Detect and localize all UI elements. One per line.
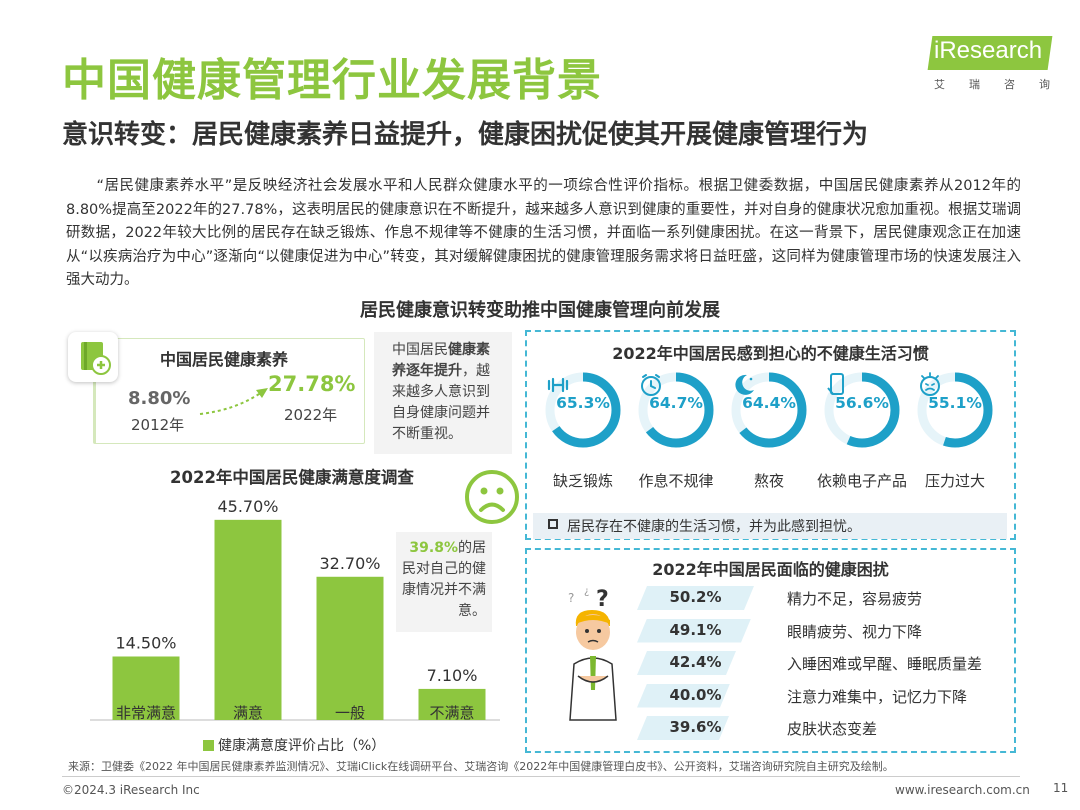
page-subtitle: 意识转变：居民健康素养日益提升，健康困扰促使其开展健康管理行为 xyxy=(62,120,869,150)
habit-ring xyxy=(638,372,714,448)
category-label: 不满意 xyxy=(429,704,475,722)
literacy-year-2022: 2022年 xyxy=(284,406,338,424)
habits-note: 居民存在不健康的生活习惯，并为此感到担忧。 xyxy=(533,513,1007,539)
literacy-year-2012: 2012年 xyxy=(131,416,185,434)
habit-item: 65.3% 缺乏锻炼 xyxy=(541,372,625,492)
dissatisfaction-text: 的居民对自己的健康情况并不满意。 xyxy=(402,540,486,619)
legend-swatch xyxy=(203,739,214,751)
trouble-label: 注意力难集中，记忆力下降 xyxy=(787,687,968,706)
growth-arrow-icon xyxy=(199,388,268,415)
trouble-value: 49.1% xyxy=(669,620,722,639)
trouble-value: 40.0% xyxy=(669,685,722,704)
bar-value-label: 45.70% xyxy=(217,497,278,516)
habit-value: 55.1% xyxy=(928,394,982,412)
literacy-note-a: 中国居民 xyxy=(392,342,448,358)
legend-label: 健康满意度评价占比（%） xyxy=(218,738,386,754)
trouble-label: 眼睛疲劳、视力下降 xyxy=(787,622,923,641)
iresearch-logo: iResearch 艾 瑞 咨 询 xyxy=(927,36,1055,96)
trouble-bar xyxy=(637,651,736,675)
bar-value-label: 7.10% xyxy=(427,666,478,685)
satisfaction-chart-title: 2022年中国居民健康满意度调查 xyxy=(170,468,414,487)
habit-value: 56.6% xyxy=(835,394,889,412)
source-note: 来源：卫健委《2022 年中国居民健康素养监测情况》、艾瑞iClick在线调研平… xyxy=(68,760,894,773)
svg-text:¿: ¿ xyxy=(584,586,589,597)
intro-paragraph: “居民健康素养水平”是反映经济社会发展水平和人民群众健康水平的一项综合性评价指标… xyxy=(66,178,1021,288)
habit-label: 压力过大 xyxy=(924,472,985,490)
literacy-note: 中国居民健康素养逐年提升，越来越多人意识到自身健康问题并不断重视。 xyxy=(374,332,512,454)
category-label: 满意 xyxy=(232,704,263,722)
page-title: 中国健康管理行业发展背景 xyxy=(62,55,602,106)
sad-face-icon xyxy=(465,470,519,524)
confused-person-icon: ? ¿ ? xyxy=(568,586,617,721)
copyright: ©2024.3 iResearch Inc xyxy=(62,783,200,797)
literacy-value-2012: 8.80% xyxy=(128,388,191,409)
dissatisfaction-pct: 39.8% xyxy=(409,540,458,556)
logo-word: iResearch xyxy=(934,37,1043,64)
bar xyxy=(316,576,384,720)
habit-ring xyxy=(824,372,900,448)
logo-char: 艾 xyxy=(934,78,945,91)
logo-char: 咨 xyxy=(1004,78,1015,91)
section-title: 居民健康意识转变助推中国健康管理向前发展 xyxy=(360,300,720,321)
literacy-box xyxy=(93,338,365,444)
trouble-bar xyxy=(637,716,729,740)
health-book-icon xyxy=(68,332,118,382)
footer-divider xyxy=(62,776,1020,777)
bar xyxy=(214,519,282,720)
troubles-chart-title: 2022年中国居民面临的健康困扰 xyxy=(652,560,889,579)
trouble-label: 精力不足，容易疲劳 xyxy=(787,590,923,608)
trouble-value: 39.6% xyxy=(669,718,722,736)
troubles-panel xyxy=(525,548,1016,753)
bar xyxy=(418,688,486,720)
stress-face-icon xyxy=(920,372,940,396)
category-label: 一般 xyxy=(334,704,365,722)
habit-label: 作息不规律 xyxy=(638,472,714,490)
logo-char: 瑞 xyxy=(969,78,980,91)
literacy-note-c: ，越来越多人意识到自身健康问题并不断重视。 xyxy=(392,363,490,442)
category-label: 非常满意 xyxy=(115,704,176,722)
literacy-value-2022: 27.78% xyxy=(268,372,356,396)
bar xyxy=(112,656,180,720)
note-square-icon xyxy=(548,519,558,529)
satisfaction-legend: 健康满意度评价占比（%） xyxy=(203,735,385,755)
habit-item: 64.7% 作息不规律 xyxy=(634,372,718,492)
literacy-note-bold: 健康素养逐年提升 xyxy=(392,342,490,379)
trouble-bar xyxy=(637,619,751,643)
habit-value: 65.3% xyxy=(556,394,610,412)
habit-label: 依赖电子产品 xyxy=(816,472,907,490)
habit-item: 56.6% 依赖电子产品 xyxy=(817,372,907,492)
habits-panel xyxy=(525,330,1016,540)
dumbbell-icon xyxy=(547,377,569,393)
trouble-bar xyxy=(637,684,730,708)
bar-value-label: 32.70% xyxy=(319,554,380,573)
phone-icon xyxy=(827,373,844,395)
trouble-label: 皮肤状态变差 xyxy=(787,720,878,738)
svg-text:?: ? xyxy=(596,587,609,612)
habit-label: 熬夜 xyxy=(753,472,784,490)
trouble-value: 50.2% xyxy=(669,588,722,606)
satisfaction-bar-chart: 14.50% 45.70% 32.70% 7.10% xyxy=(90,497,500,721)
logo-char: 询 xyxy=(1039,78,1050,91)
dissatisfaction-note: 39.8%的居民对自己的健康情况并不满意。 xyxy=(396,532,492,632)
trouble-value: 42.4% xyxy=(669,653,722,671)
page-number: 11 xyxy=(1053,781,1069,795)
clock-icon xyxy=(641,374,661,396)
logo-subtitle: 艾 瑞 咨 询 xyxy=(934,76,1050,92)
habit-ring xyxy=(731,372,807,448)
habit-item: 64.4% 熬夜 xyxy=(727,372,811,492)
bar-value-label: 14.50% xyxy=(115,633,176,652)
literacy-title: 中国居民健康素养 xyxy=(160,350,289,369)
habit-item: 55.1% 压力过大 xyxy=(913,372,997,492)
habits-chart-title: 2022年中国居民感到担心的不健康生活习惯 xyxy=(612,344,929,363)
trouble-label: 入睡困难或早醒、睡眠质量差 xyxy=(787,655,983,673)
website: www.iresearch.com.cn xyxy=(895,783,1030,797)
habit-ring xyxy=(545,372,621,448)
trouble-bar xyxy=(637,586,754,610)
svg-text:?: ? xyxy=(568,591,574,605)
moon-icon xyxy=(735,374,754,395)
habit-label: 缺乏锻炼 xyxy=(552,472,613,490)
habit-value: 64.7% xyxy=(649,394,703,412)
habit-value: 64.4% xyxy=(742,394,796,412)
habit-ring xyxy=(917,372,993,448)
